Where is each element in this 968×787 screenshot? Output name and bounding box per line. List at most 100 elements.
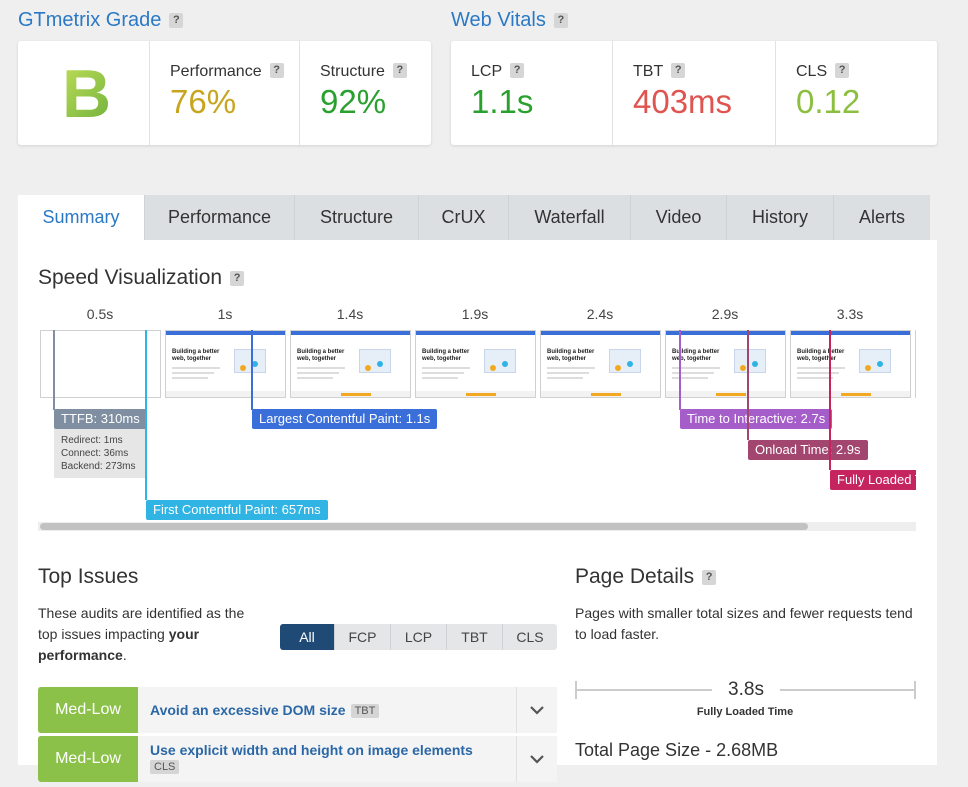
detail-line: Connect: 36ms (61, 448, 129, 459)
issue-row[interactable]: Med-Low Avoid an excessive DOM size TBT (38, 687, 557, 733)
loaded-label: Fully Loaded Time (696, 706, 794, 718)
thumb-text: Building a better web, together (672, 349, 720, 362)
help-icon[interactable]: ? (230, 271, 245, 286)
thumb-button (716, 393, 746, 396)
tab[interactable]: Alerts (833, 195, 930, 240)
help-icon[interactable]: ? (169, 13, 184, 28)
help-icon[interactable]: ? (269, 63, 284, 78)
grade-title: GTmetrix Grade (18, 9, 162, 31)
thumb-line (297, 372, 339, 374)
tab[interactable]: Performance (144, 195, 294, 240)
speed-heading: Speed Visualization? (38, 266, 245, 290)
help-icon[interactable]: ? (671, 63, 686, 78)
issue-title: Use explicit width and height on image e… (150, 742, 473, 774)
tab[interactable]: History (726, 195, 833, 240)
thumb-dot (377, 361, 383, 367)
thumb-line (672, 367, 720, 369)
vitals-title: Web Vitals (451, 9, 546, 31)
vital-cell: LCP? 1.1s (451, 41, 612, 145)
marker-label: Onload Time: 2.9s (748, 440, 868, 460)
marker-details: Redirect: 1ms Connect: 36ms Backend: 273ms (54, 429, 146, 478)
help-icon[interactable]: ? (702, 570, 717, 585)
filter-button[interactable]: LCP (390, 624, 446, 650)
help-icon[interactable]: ? (835, 63, 850, 78)
thumb-image (609, 349, 641, 373)
tab[interactable]: Summary (18, 195, 144, 240)
thumb-text: Building a better web, together (172, 349, 220, 362)
issue-name: Use explicit width and height on image e… (150, 742, 473, 758)
issue-row[interactable]: Med-Low Use explicit width and height on … (38, 736, 557, 782)
vital-value: 1.1s (471, 83, 534, 120)
thumb-line (297, 377, 333, 379)
vital-label: CLS (796, 63, 828, 80)
performance-cell: Performance? 76% (149, 41, 300, 145)
label: LCP? (471, 63, 525, 81)
text: These audits are identified as the top i… (38, 605, 245, 642)
thumb-line (797, 377, 833, 379)
thumb-bar (791, 331, 910, 335)
video-frame: Building a better web, together (290, 330, 411, 398)
thumb-dot (502, 361, 508, 367)
video-frame: Building a better web, together (165, 330, 286, 398)
help-icon[interactable]: ? (510, 63, 525, 78)
video-frame: Building a better web, together (915, 330, 916, 398)
detail-line: Redirect: 1ms (61, 435, 123, 446)
time-label: 1.9s (461, 306, 489, 322)
grade-heading: GTmetrix Grade? (18, 9, 184, 32)
grade-letter: B (62, 56, 112, 132)
issue-tag: TBT (350, 704, 380, 718)
tab[interactable]: Waterfall (508, 195, 630, 240)
expand-button[interactable] (516, 687, 557, 733)
thumb-image (359, 349, 391, 373)
help-icon[interactable]: ? (392, 63, 407, 78)
thumb-image (234, 349, 266, 373)
tab[interactable]: Video (630, 195, 726, 240)
impact-badge: Med-Low (38, 736, 138, 782)
thumb-dot (627, 361, 633, 367)
grade-card: B Performance? 76% Structure? 92% (18, 41, 431, 145)
structure-cell: Structure? 92% (299, 41, 432, 145)
expand-button[interactable] (516, 736, 557, 782)
thumb-line (797, 367, 845, 369)
tab[interactable]: CrUX (418, 195, 508, 240)
marker-line (747, 330, 749, 440)
thumb-bar (416, 331, 535, 335)
thumb-line (172, 372, 214, 374)
tab[interactable]: Structure (294, 195, 418, 240)
vital-cell: TBT? 403ms (612, 41, 776, 145)
thumb-bar (291, 331, 410, 335)
structure-label: Structure (320, 63, 385, 80)
marker-line (145, 330, 147, 500)
time-label: 0.5s (86, 306, 114, 322)
time-label: 1.4s (336, 306, 364, 322)
thumb-dot (752, 361, 758, 367)
thumb-text: Building a better web, together (797, 349, 845, 362)
thumb-line (672, 372, 714, 374)
filter-button[interactable]: TBT (446, 624, 502, 650)
time-label: 1s (217, 306, 233, 322)
details-title: Page Details (575, 565, 695, 588)
filter-button[interactable]: FCP (334, 624, 390, 650)
thumb-line (547, 367, 595, 369)
thumb-button (466, 393, 496, 396)
issues-description: These audits are identified as the top i… (38, 603, 258, 666)
thumb-line (547, 372, 589, 374)
thumb-button (341, 393, 371, 396)
thumb-text: Building a better web, together (297, 349, 345, 362)
range-end (914, 681, 916, 699)
filter-button[interactable]: All (280, 624, 334, 650)
thumb-line (547, 377, 583, 379)
thumb-button (841, 393, 871, 396)
text: . (122, 647, 127, 663)
vital-label: LCP (471, 63, 503, 80)
bold-text: your performance (38, 626, 200, 663)
thumb-line (297, 367, 345, 369)
loaded-value: 3.8s (728, 679, 764, 700)
time-label: 2.9s (711, 306, 739, 322)
video-frame: Building a better web, together (415, 330, 536, 398)
help-icon[interactable]: ? (553, 13, 568, 28)
thumb-dot (240, 365, 246, 371)
scroll-thumb[interactable] (40, 523, 808, 530)
filter-button[interactable]: CLS (502, 624, 557, 650)
thumb-dot (490, 365, 496, 371)
